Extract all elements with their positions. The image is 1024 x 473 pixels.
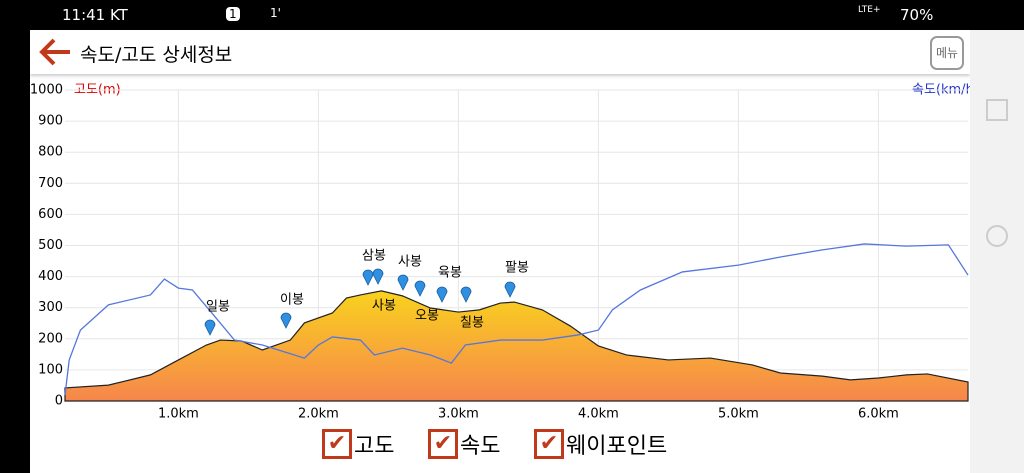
- x-tick-label: 4.0km: [578, 407, 619, 422]
- x-tick-label: 3.0km: [438, 407, 479, 422]
- title: 속도/고도 상세정보: [80, 44, 233, 66]
- checkbox-waypoint[interactable]: ✔ 웨이포인트: [534, 428, 667, 460]
- y-tick-label: 500: [38, 238, 63, 253]
- waypoint-pin: [362, 269, 374, 286]
- waypoint-label: 오봉: [415, 309, 439, 324]
- waypoint-pin: [204, 319, 216, 336]
- legend-label: 고도: [354, 434, 395, 459]
- waypoint-pin: [436, 286, 448, 303]
- waypoint-label: 육봉: [438, 266, 462, 281]
- y-tick-label: 600: [38, 207, 63, 222]
- y-tick-label: 700: [38, 176, 63, 191]
- nav-icons: [986, 99, 1008, 247]
- header: 속도/고도 상세정보 메뉴: [30, 30, 970, 74]
- legend-label: 웨이포인트: [566, 434, 668, 459]
- y-tick-label: 300: [38, 300, 63, 315]
- waypoint-pin: [460, 286, 472, 303]
- signal-note: 1': [270, 6, 281, 20]
- chart: 고도(m) 속도(km/h) 0100200300400500600700800…: [30, 83, 970, 422]
- y-tick-label: 400: [38, 269, 63, 284]
- waypoint-pin: [397, 274, 409, 291]
- y-tick-label: 1000: [30, 83, 63, 98]
- y-tick-label: 800: [38, 145, 63, 160]
- nav-bar: [970, 30, 1024, 473]
- battery: 70%: [900, 6, 934, 24]
- waypoint-label: 팔봉: [505, 261, 529, 276]
- waypoint-label: 사봉: [372, 299, 396, 314]
- x-tick-label: 2.0km: [298, 407, 339, 422]
- y-tick-label: 0: [55, 394, 63, 409]
- x-tick-label: 5.0km: [718, 407, 759, 422]
- app: 속도/고도 상세정보 메뉴 고도(m) 속도(km/h) 01002003004…: [30, 30, 970, 473]
- checkbox-speed[interactable]: ✔ 속도: [428, 428, 500, 460]
- back-button[interactable]: [38, 30, 78, 74]
- legend-label: 속도: [460, 434, 501, 459]
- y-tick-label: 200: [38, 331, 63, 346]
- waypoint-pin: [372, 268, 384, 285]
- waypoint-label: 사봉: [398, 255, 422, 270]
- waypoint-label: 이봉: [280, 293, 304, 308]
- checkbox-elevation[interactable]: ✔ 고도: [322, 428, 394, 460]
- waypoint-label: 삼봉: [362, 249, 386, 264]
- status-bar: 11:41 KT 1 1' LTE+ 70%: [0, 0, 1024, 30]
- badge: 1: [226, 7, 240, 21]
- waypoint-pin: [414, 280, 426, 297]
- menu-button[interactable]: 메뉴: [930, 36, 964, 70]
- x-tick-label: 6.0km: [858, 407, 899, 422]
- y-tick-label: 900: [38, 114, 63, 129]
- waypoint-label: 일봉: [206, 300, 230, 315]
- speed-line: [64, 243, 969, 396]
- elevation-area: [64, 290, 969, 402]
- x-tick-label: 1.0km: [158, 407, 199, 422]
- waypoint-label: 칠봉: [460, 316, 484, 331]
- waypoint-pin: [280, 312, 292, 329]
- time: 11:41 KT: [62, 6, 128, 24]
- y-tick-label: 100: [38, 362, 63, 377]
- network: LTE+: [858, 5, 881, 15]
- waypoint-pin: [504, 281, 516, 298]
